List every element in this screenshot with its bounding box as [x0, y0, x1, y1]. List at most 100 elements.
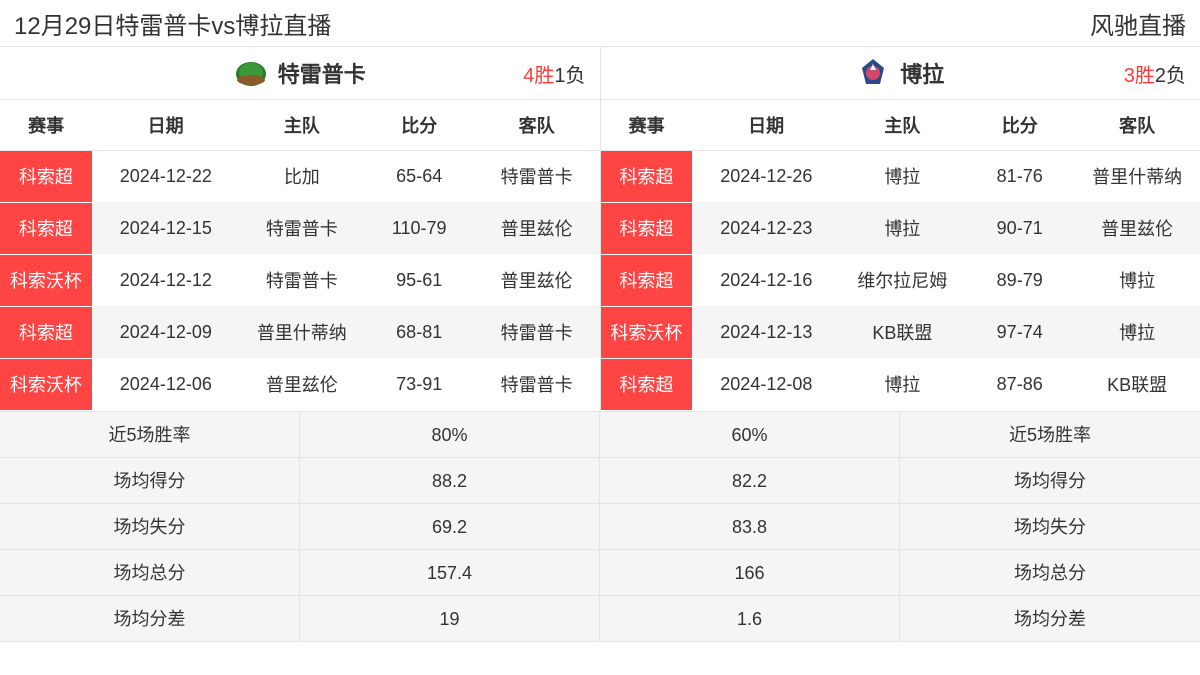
- stat-value: 60%: [600, 412, 900, 458]
- game-away: 普里什蒂纳: [1074, 150, 1200, 202]
- stat-value: 166: [600, 550, 900, 596]
- game-home: 维尔拉尼姆: [839, 254, 965, 306]
- table-row: 科索沃杯2024-12-06普里兹伦73-91特雷普卡: [0, 358, 600, 410]
- game-date: 2024-12-15: [92, 202, 239, 254]
- stats-a: 近5场胜率 场均得分 场均失分 场均总分 场均分差 80% 88.2 69.2 …: [0, 412, 600, 642]
- col-date: 日期: [693, 100, 840, 150]
- game-score: 97-74: [965, 306, 1074, 358]
- game-score: 81-76: [965, 150, 1074, 202]
- game-home: 普里兹伦: [239, 358, 365, 410]
- game-league: 科索超: [601, 202, 693, 254]
- team-a-games: 赛事 日期 主队 比分 客队 科索超2024-12-22比加65-64特雷普卡科…: [0, 100, 601, 411]
- game-score: 68-81: [365, 306, 474, 358]
- stat-label: 场均分差: [900, 596, 1200, 642]
- col-date: 日期: [92, 100, 239, 150]
- table-row: 科索超2024-12-23博拉90-71普里兹伦: [601, 202, 1200, 254]
- team-b-record: 3胜2负: [1124, 59, 1186, 88]
- team-headers: 特雷普卡 4胜1负 博拉 3胜2负: [0, 46, 1200, 100]
- col-league: 赛事: [601, 100, 693, 150]
- game-date: 2024-12-23: [693, 202, 840, 254]
- col-league: 赛事: [0, 100, 92, 150]
- team-b-name: 博拉: [900, 57, 944, 89]
- game-home: 特雷普卡: [239, 202, 365, 254]
- stat-label: 场均得分: [0, 458, 300, 504]
- stat-value: 83.8: [600, 504, 900, 550]
- game-score: 73-91: [365, 358, 474, 410]
- col-home: 主队: [239, 100, 365, 150]
- game-date: 2024-12-26: [693, 150, 840, 202]
- stat-value: 88.2: [300, 458, 600, 504]
- stat-label: 场均失分: [0, 504, 300, 550]
- team-a-logo-icon: [234, 56, 268, 90]
- table-row: 科索超2024-12-15特雷普卡110-79普里兹伦: [0, 202, 600, 254]
- team-b-header: 博拉 3胜2负: [601, 47, 1200, 99]
- stat-label: 场均总分: [900, 550, 1200, 596]
- game-league: 科索超: [0, 150, 92, 202]
- table-row: 科索超2024-12-09普里什蒂纳68-81特雷普卡: [0, 306, 600, 358]
- game-score: 65-64: [365, 150, 474, 202]
- table-row: 科索超2024-12-08博拉87-86KB联盟: [601, 358, 1200, 410]
- game-away: 特雷普卡: [474, 150, 600, 202]
- game-home: KB联盟: [839, 306, 965, 358]
- game-home: 博拉: [839, 358, 965, 410]
- game-league: 科索沃杯: [0, 358, 92, 410]
- col-away: 客队: [474, 100, 600, 150]
- game-away: 普里兹伦: [1074, 202, 1200, 254]
- game-home: 特雷普卡: [239, 254, 365, 306]
- game-away: 普里兹伦: [474, 202, 600, 254]
- stat-label: 近5场胜率: [0, 412, 300, 458]
- stat-label: 近5场胜率: [900, 412, 1200, 458]
- stat-value: 19: [300, 596, 600, 642]
- page-title: 12月29日特雷普卡vs博拉直播: [14, 6, 331, 41]
- team-b-logo-icon: [856, 56, 890, 90]
- team-b-games: 赛事 日期 主队 比分 客队 科索超2024-12-26博拉81-76普里什蒂纳…: [601, 100, 1200, 411]
- games-table-a: 赛事 日期 主队 比分 客队 科索超2024-12-22比加65-64特雷普卡科…: [0, 100, 600, 411]
- game-home: 博拉: [839, 150, 965, 202]
- stat-label: 场均总分: [0, 550, 300, 596]
- game-league: 科索超: [601, 358, 693, 410]
- table-row: 科索沃杯2024-12-13KB联盟97-74博拉: [601, 306, 1200, 358]
- table-row: 科索超2024-12-16维尔拉尼姆89-79博拉: [601, 254, 1200, 306]
- stats-container: 近5场胜率 场均得分 场均失分 场均总分 场均分差 80% 88.2 69.2 …: [0, 411, 1200, 642]
- col-home: 主队: [839, 100, 965, 150]
- game-date: 2024-12-12: [92, 254, 239, 306]
- game-date: 2024-12-09: [92, 306, 239, 358]
- team-a-header: 特雷普卡 4胜1负: [0, 47, 601, 99]
- game-league: 科索超: [601, 254, 693, 306]
- game-away: 特雷普卡: [474, 306, 600, 358]
- game-home: 普里什蒂纳: [239, 306, 365, 358]
- game-score: 95-61: [365, 254, 474, 306]
- games-table-b: 赛事 日期 主队 比分 客队 科索超2024-12-26博拉81-76普里什蒂纳…: [601, 100, 1200, 411]
- team-a-record: 4胜1负: [523, 59, 585, 88]
- game-score: 87-86: [965, 358, 1074, 410]
- game-score: 89-79: [965, 254, 1074, 306]
- stat-value: 80%: [300, 412, 600, 458]
- stat-value: 82.2: [600, 458, 900, 504]
- game-league: 科索超: [601, 150, 693, 202]
- game-away: 博拉: [1074, 254, 1200, 306]
- table-row: 科索沃杯2024-12-12特雷普卡95-61普里兹伦: [0, 254, 600, 306]
- game-away: 普里兹伦: [474, 254, 600, 306]
- stats-b: 近5场胜率 场均得分 场均失分 场均总分 场均分差 60% 82.2 83.8 …: [600, 412, 1200, 642]
- game-date: 2024-12-13: [693, 306, 840, 358]
- site-name: 风驰直播: [1090, 6, 1186, 41]
- col-score: 比分: [965, 100, 1074, 150]
- game-away: KB联盟: [1074, 358, 1200, 410]
- game-date: 2024-12-22: [92, 150, 239, 202]
- game-away: 特雷普卡: [474, 358, 600, 410]
- col-away: 客队: [1074, 100, 1200, 150]
- stat-value: 69.2: [300, 504, 600, 550]
- game-league: 科索超: [0, 202, 92, 254]
- game-league: 科索沃杯: [0, 254, 92, 306]
- top-bar: 12月29日特雷普卡vs博拉直播 风驰直播: [0, 0, 1200, 46]
- team-a-name: 特雷普卡: [278, 57, 366, 89]
- table-row: 科索超2024-12-22比加65-64特雷普卡: [0, 150, 600, 202]
- game-away: 博拉: [1074, 306, 1200, 358]
- game-home: 比加: [239, 150, 365, 202]
- stat-label: 场均失分: [900, 504, 1200, 550]
- stat-label: 场均得分: [900, 458, 1200, 504]
- stat-value: 1.6: [600, 596, 900, 642]
- game-score: 90-71: [965, 202, 1074, 254]
- game-date: 2024-12-06: [92, 358, 239, 410]
- game-league: 科索沃杯: [601, 306, 693, 358]
